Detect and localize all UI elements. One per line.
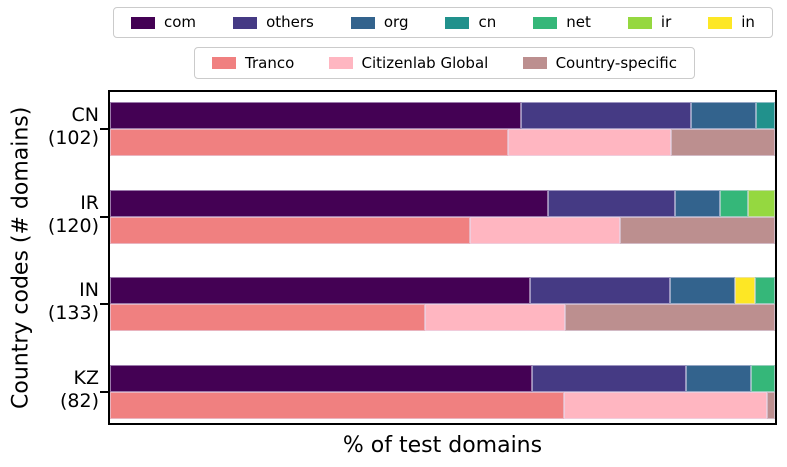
tld-bar-ir — [110, 190, 775, 217]
bar-segment-citizenlab-global — [507, 129, 671, 156]
bar-segment-citizenlab-global — [425, 304, 565, 331]
bar-segment-cn — [755, 102, 775, 129]
legend-item-in: in — [708, 15, 755, 30]
bar-segment-tranco — [110, 129, 508, 156]
bar-segment-org — [685, 365, 752, 392]
bar-segment-others — [520, 102, 691, 129]
legend-label: org — [383, 13, 409, 31]
bar-segment-country-specific — [767, 392, 775, 419]
bar-group-kz — [110, 365, 775, 419]
bar-segment-org — [675, 190, 720, 217]
domain-count: (82) — [59, 390, 99, 412]
legend-label: Tranco — [245, 53, 295, 72]
source-bar-kz — [110, 392, 775, 419]
legend-swatch-net — [533, 16, 558, 29]
tld-bar-cn — [110, 102, 775, 129]
legend-swatch-tranco — [212, 57, 236, 69]
legend-label: com — [164, 13, 197, 31]
legend-swatch-in — [708, 16, 733, 29]
legend-label: in — [741, 13, 755, 31]
legend-swatch-cn — [445, 16, 470, 29]
tld-bar-kz — [110, 365, 775, 392]
bar-segment-com — [110, 365, 532, 392]
legend-item-tranco: Tranco — [212, 53, 295, 72]
country-code: CN — [71, 104, 99, 126]
country-code: KZ — [73, 367, 99, 389]
legend-swatch-others — [233, 16, 258, 29]
country-code: IN — [79, 279, 99, 301]
bar-segment-citizenlab-global — [564, 392, 767, 419]
bar-segment-others — [530, 277, 670, 304]
legend-label: Country-specific — [555, 53, 677, 72]
bar-segment-country-specific — [670, 129, 775, 156]
source-legend: Tranco Citizenlab Global Country-specific — [194, 47, 695, 79]
legend-item-others: others — [233, 15, 314, 30]
bar-segment-net — [755, 277, 775, 304]
x-axis-title: % of test domains — [342, 433, 543, 458]
bar-group-cn — [110, 102, 775, 156]
y-tick-in — [100, 303, 108, 305]
bar-group-ir — [110, 190, 775, 244]
bar-segment-tranco — [110, 304, 426, 331]
bar-segment-com — [110, 277, 531, 304]
y-tick-label-ir: IR (120) — [0, 192, 99, 238]
source-bar-ir — [110, 217, 775, 244]
legend-item-net: net — [533, 15, 591, 30]
legend-swatch-country-specific — [522, 57, 547, 69]
y-tick-kz — [100, 391, 108, 393]
legend-label: others — [266, 13, 314, 31]
legend-label: ir — [660, 13, 672, 31]
bar-segment-tranco — [110, 217, 471, 244]
y-tick-ir — [100, 216, 108, 218]
y-tick-cn — [100, 128, 108, 130]
bar-segment-net — [751, 365, 775, 392]
source-bar-cn — [110, 129, 775, 156]
y-tick-label-cn: CN (102) — [0, 104, 99, 150]
legend-label: cn — [478, 13, 497, 31]
y-tick-label-in: IN (133) — [0, 279, 99, 325]
bar-segment-org — [690, 102, 756, 129]
bar-segment-com — [110, 190, 548, 217]
bar-segment-others — [531, 365, 686, 392]
source-bar-in — [110, 304, 775, 331]
bar-segment-citizenlab-global — [470, 217, 621, 244]
bar-segment-in — [735, 277, 755, 304]
bar-segment-country-specific — [564, 304, 775, 331]
domain-count: (102) — [47, 127, 99, 149]
legend-item-org: org — [350, 13, 409, 31]
legend-label: net — [566, 13, 591, 31]
legend-item-citizenlab-global: Citizenlab Global — [328, 53, 489, 72]
bar-segment-org — [669, 277, 736, 304]
bar-segment-com — [110, 102, 521, 129]
bar-segment-net — [719, 190, 748, 217]
bar-segment-country-specific — [620, 217, 775, 244]
country-code: IR — [80, 192, 99, 214]
y-tick-label-kz: KZ (82) — [0, 367, 99, 413]
legend-swatch-com — [131, 16, 155, 29]
bar-group-in — [110, 277, 775, 331]
legend-item-country-specific: Country-specific — [522, 53, 677, 72]
legend-swatch-org — [350, 16, 375, 29]
bar-segment-ir — [747, 190, 775, 217]
bar-segment-others — [547, 190, 676, 217]
legend-item-cn: cn — [445, 15, 496, 30]
domain-count: (133) — [47, 302, 99, 324]
domain-count: (120) — [47, 215, 99, 237]
legend-item-com: com — [131, 15, 196, 30]
tld-legend: com others org cn net ir in — [113, 7, 773, 38]
bar-segment-tranco — [110, 392, 565, 419]
legend-item-ir: ir — [627, 13, 672, 31]
legend-swatch-ir — [627, 16, 652, 29]
plot-area — [100, 90, 777, 425]
legend-swatch-citizenlab-global — [328, 57, 353, 69]
tld-bar-in — [110, 277, 775, 304]
legend-label: Citizenlab Global — [361, 53, 489, 72]
